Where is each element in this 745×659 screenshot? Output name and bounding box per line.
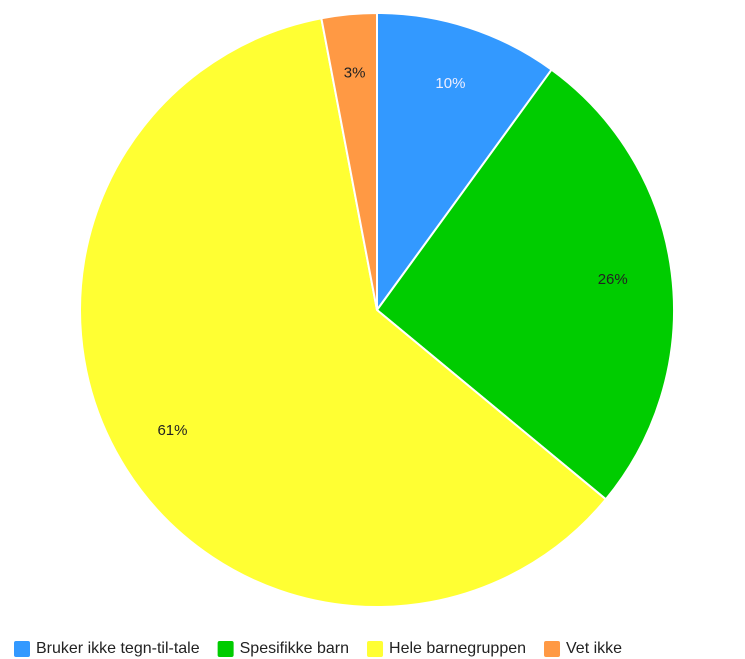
legend-swatch: [217, 641, 234, 657]
pie-slice: [376, 11, 553, 314]
legend-label: Hele barnegruppen: [389, 640, 526, 657]
legend-label: Bruker ikke tegn-til-tale: [36, 640, 200, 657]
legend-swatch: [14, 641, 30, 657]
legend-label: Vet ikke: [566, 640, 622, 657]
slice-label: 3%: [344, 64, 366, 81]
pie-slice: [375, 68, 675, 501]
slice-label: 61%: [157, 422, 187, 439]
pie-slice: [79, 17, 608, 608]
slice-label: 10%: [435, 75, 465, 92]
slice-label: 26%: [598, 271, 628, 288]
legend-label: Spesifikke barn: [240, 640, 349, 657]
legend-swatch: [367, 641, 384, 657]
pie-slice: [320, 11, 378, 311]
legend-swatch: [544, 641, 561, 657]
